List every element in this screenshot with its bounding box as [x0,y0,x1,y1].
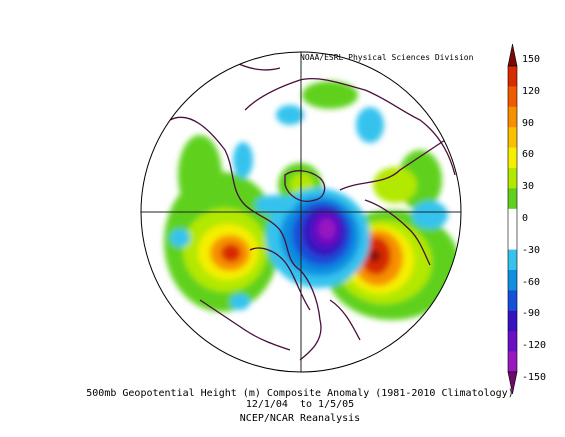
colorbar [507,43,518,395]
colorbar-segment [508,66,517,87]
colorbar-segment [508,127,517,148]
colorbar-bottom-cap [507,371,518,395]
colorbar-segment [508,351,517,373]
caption-line-2: 12/1/04 to 1/5/05 [245,399,355,410]
colorbar-segment [508,147,517,169]
colorbar-segment [508,290,517,312]
colorbar-tick-label: 150 [522,54,541,65]
colorbar-tick-label: -120 [522,340,547,352]
caption-line-3: NCEP/NCAR Reanalysis [239,413,361,424]
colorbar-segment [508,249,517,271]
colorbar-segment [508,106,517,128]
colorbar-segment [508,229,517,250]
colorbar-segment [508,270,517,291]
colorbar-segment [508,208,517,230]
colorbar-tick-label: -60 [522,276,541,288]
colorbar-tick-label: -90 [522,308,541,320]
colorbar-segment [508,188,517,210]
colorbar-tick-label: 90 [522,117,535,129]
map-boundary [140,51,462,373]
colorbar-tick-label: 60 [522,149,535,161]
caption-line-1: 500mb Geopotential Height (m) Composite … [86,388,514,399]
colorbar-segment [508,331,517,352]
credit-text: NOAA/ESRL Physical Sciences Division [300,53,474,62]
colorbar-tick-label: -30 [522,244,541,256]
colorbar-tick-label: 120 [522,85,541,97]
colorbar-segment [508,168,517,189]
colorbar-segment [508,86,517,108]
colorbar-segment [508,310,517,332]
colorbar-tick-label: -150 [522,372,547,383]
colorbar-tick-label: 0 [522,213,529,224]
colorbar-top-cap [507,43,518,67]
anomaly-field [141,52,461,372]
colorbar-tick-label: 30 [522,181,535,193]
